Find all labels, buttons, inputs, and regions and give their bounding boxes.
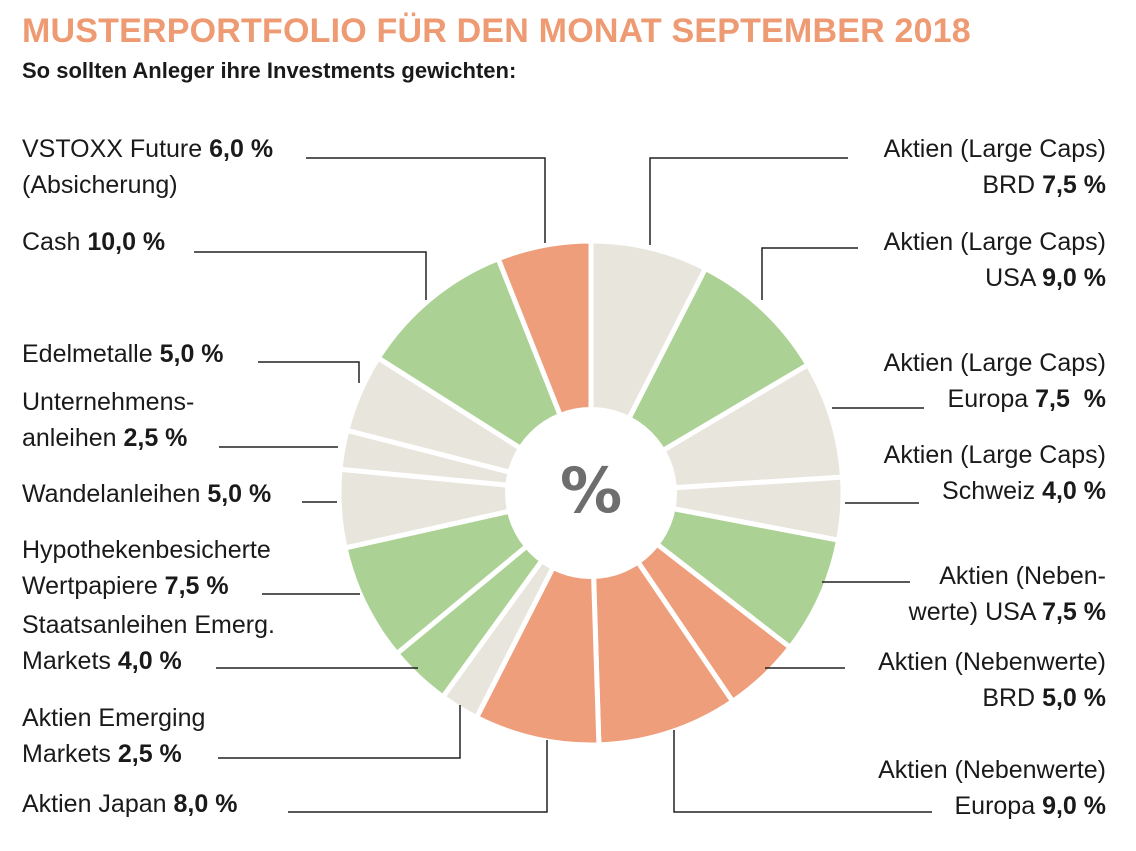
leader-line-edel	[258, 361, 360, 383]
label-unternehmensanleihen: Unternehmens- anleihen 2,5 %	[22, 388, 195, 452]
label-vstoxx: VSTOXX Future 6,0 % (Absicherung)	[22, 135, 274, 199]
label-edelmetalle: Edelmetalle 5,0 %	[22, 340, 224, 368]
label-nebenwerte-usa: Aktien (Neben- werte) USA 7,5 %	[908, 562, 1106, 626]
label-large-caps-usa: Aktien (Large Caps) USA 9,0 %	[883, 228, 1106, 292]
label-large-caps-europa: Aktien (Large Caps) Europa 7,5 %	[883, 349, 1106, 413]
leader-line-vstoxx	[306, 157, 546, 243]
label-cash: Cash 10,0 %	[22, 228, 166, 256]
label-large-caps-brd: Aktien (Large Caps) BRD 7,5 %	[883, 135, 1106, 199]
leader-line-lc-usa	[761, 247, 858, 300]
label-aktien-japan: Aktien Japan 8,0 %	[22, 790, 238, 818]
label-nebenwerte-europa: Aktien (Nebenwerte) Europa 9,0 %	[878, 756, 1106, 820]
leader-lines	[194, 157, 932, 813]
leader-line-nw-eur	[673, 730, 932, 813]
leader-line-em-aktien	[218, 705, 461, 759]
leader-line-lc-brd	[649, 157, 848, 245]
label-nebenwerte-brd: Aktien (Nebenwerte) BRD 5,0 %	[878, 648, 1106, 712]
label-large-caps-schweiz: Aktien (Large Caps) Schweiz 4,0 %	[883, 441, 1106, 505]
leader-line-japan	[288, 740, 548, 813]
center-percent-symbol: %	[560, 454, 622, 527]
chart-title: MUSTERPORTFOLIO FÜR DEN MONAT SEPTEMBER …	[22, 12, 971, 50]
label-aktien-emerging: Aktien Emerging Markets 2,5 %	[22, 704, 206, 768]
label-staatsanleihen-emerg: Staatsanleihen Emerg. Markets 4,0 %	[22, 611, 275, 675]
label-hypothekenbesicherte: Hypothekenbesicherte Wertpapiere 7,5 %	[22, 536, 271, 600]
chart-subtitle: So sollten Anleger ihre Investments gewi…	[22, 58, 517, 83]
center-hole	[505, 407, 677, 579]
label-wandelanleihen: Wandelanleihen 5,0 %	[22, 480, 272, 508]
leader-line-cash	[194, 251, 427, 300]
